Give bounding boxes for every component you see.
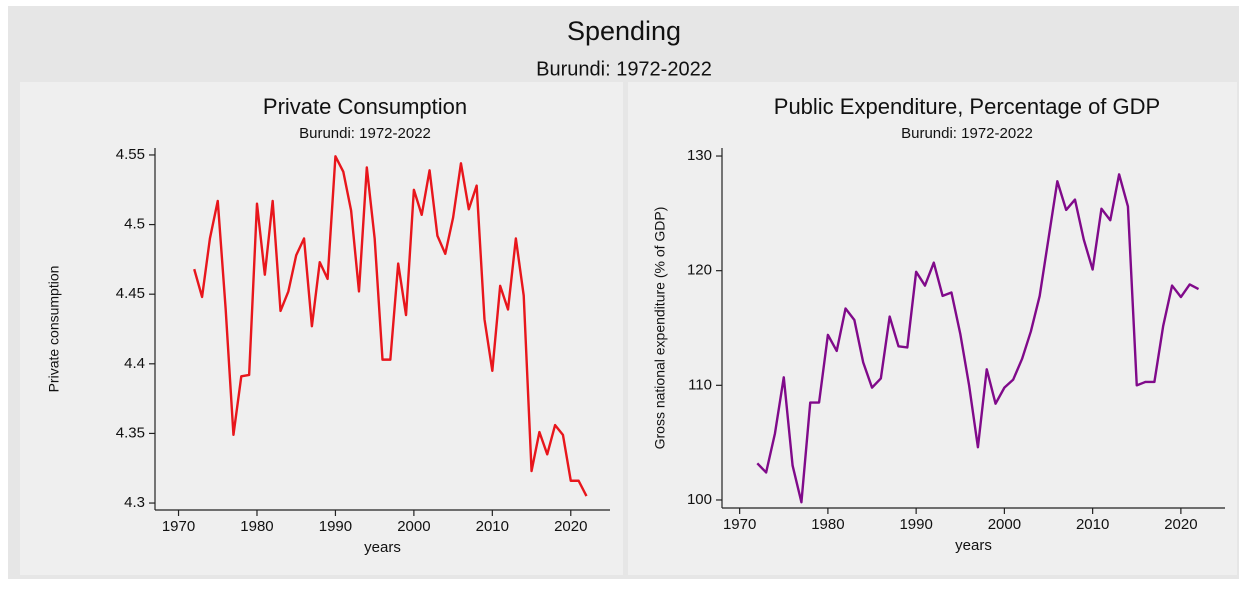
panel xyxy=(20,82,623,575)
x-axis-label: years xyxy=(364,539,401,556)
chart-title: Private Consumption xyxy=(263,94,467,119)
y-axis-label: Private consumption xyxy=(46,266,62,393)
x-tick-label: 2000 xyxy=(397,518,430,535)
chart-title: Public Expenditure, Percentage of GDP xyxy=(774,94,1160,119)
x-tick-label: 2010 xyxy=(476,518,509,535)
y-tick-label: 100 xyxy=(687,491,712,508)
x-tick-label: 1980 xyxy=(811,516,844,533)
x-tick-label: 1970 xyxy=(162,518,195,535)
y-tick-label: 4.45 xyxy=(116,285,145,302)
data-line xyxy=(193,155,588,497)
x-tick-label: 2010 xyxy=(1076,516,1109,533)
x-tick-label: 1990 xyxy=(319,518,352,535)
y-tick-label: 120 xyxy=(687,262,712,279)
y-tick-label: 4.5 xyxy=(124,216,145,233)
chart-subtitle: Burundi: 1972-2022 xyxy=(901,125,1033,142)
y-tick-label: 110 xyxy=(688,376,712,393)
x-tick-label: 2000 xyxy=(988,516,1021,533)
x-tick-label: 2020 xyxy=(1164,516,1197,533)
x-tick-label: 1980 xyxy=(240,518,273,535)
data-line xyxy=(756,173,1200,504)
x-tick-label: 1990 xyxy=(899,516,932,533)
chart-subtitle: Burundi: 1972-2022 xyxy=(299,125,431,142)
figure-subtitle: Burundi: 1972-2022 xyxy=(536,58,712,80)
y-tick-label: 4.35 xyxy=(116,424,145,441)
x-axis-label: years xyxy=(955,537,992,554)
y-axis-label: Gross national expenditure (% of GDP) xyxy=(652,207,668,450)
figure-title: Spending xyxy=(567,16,681,46)
y-tick-label: 4.4 xyxy=(124,355,145,372)
panel xyxy=(628,82,1237,575)
y-tick-label: 130 xyxy=(687,147,712,164)
y-tick-label: 4.55 xyxy=(116,146,145,163)
x-tick-label: 1970 xyxy=(723,516,756,533)
x-tick-label: 2020 xyxy=(554,518,587,535)
y-tick-label: 4.3 xyxy=(124,494,145,511)
